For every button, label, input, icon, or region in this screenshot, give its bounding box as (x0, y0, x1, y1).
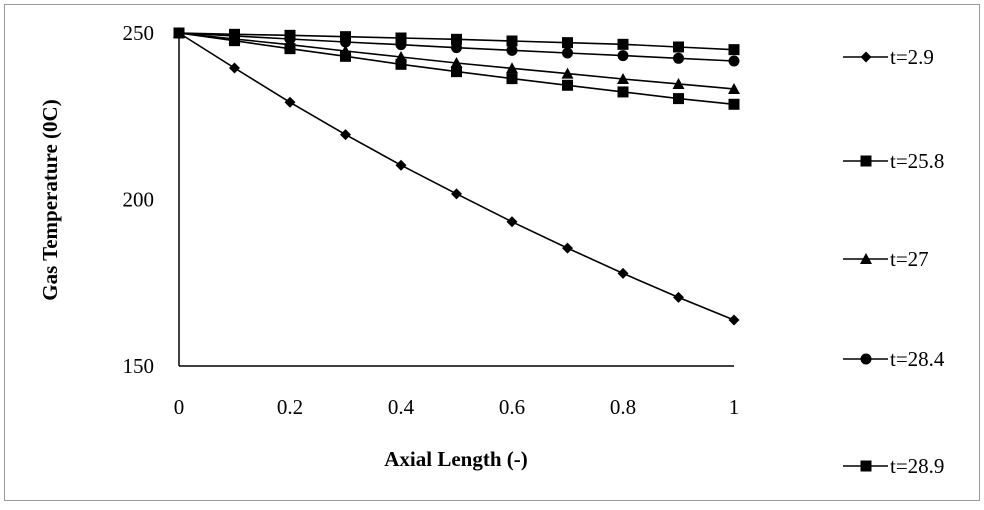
legend-label: t=2.9 (890, 45, 934, 69)
data-point (562, 37, 573, 49)
data-point (395, 50, 407, 62)
data-point (562, 47, 573, 59)
legend: t=2.9 t=25.8 t=27 t=28.4 t=28.9 (843, 45, 945, 478)
data-point (340, 129, 351, 141)
legend-item: t=27 (843, 247, 929, 271)
series-5 (173, 27, 740, 56)
data-point (395, 32, 407, 44)
x-tick-label: 0.4 (388, 395, 415, 419)
series-2 (173, 27, 740, 110)
data-point (617, 50, 629, 62)
y-tick-label: 250 (123, 21, 155, 45)
data-point (728, 314, 740, 326)
legend-item: t=28.9 (843, 454, 944, 478)
data-point (506, 216, 518, 228)
data-point (506, 35, 518, 47)
legend-marker (860, 51, 872, 63)
legend-marker (860, 253, 872, 264)
data-point (562, 242, 573, 254)
data-point (506, 73, 518, 85)
data-point (673, 52, 684, 64)
data-point (451, 188, 462, 200)
axes (178, 33, 734, 367)
y-tick-label: 150 (123, 354, 155, 378)
data-point (561, 67, 574, 79)
data-point (340, 31, 351, 43)
y-axis-title: Gas Temperature (0C) (38, 99, 62, 300)
series (173, 27, 740, 326)
data-point (395, 58, 407, 70)
data-point (672, 77, 685, 89)
data-point (340, 50, 351, 62)
data-point (728, 82, 740, 94)
data-point (673, 41, 684, 53)
data-point (284, 29, 296, 41)
data-point (451, 42, 462, 54)
data-point (673, 291, 684, 303)
legend-label: t=27 (890, 247, 929, 271)
legend-label: t=28.9 (890, 454, 944, 478)
data-point (229, 28, 240, 40)
legend-item: t=28.4 (843, 347, 945, 371)
x-tick-label: 0.6 (499, 395, 525, 419)
data-point (451, 66, 462, 78)
data-point (451, 33, 462, 45)
legend-marker (860, 155, 872, 167)
x-axis-title: Axial Length (-) (384, 447, 528, 471)
data-point (229, 62, 240, 74)
x-tick-label: 0 (174, 395, 185, 419)
data-point (617, 72, 629, 84)
data-point (728, 98, 740, 110)
data-point (339, 44, 352, 56)
legend-item: t=25.8 (843, 149, 944, 173)
legend-marker (860, 353, 872, 365)
legend-item: t=2.9 (843, 45, 934, 69)
data-point (617, 86, 629, 98)
data-point (617, 267, 629, 279)
x-tick-label: 0.8 (610, 395, 636, 419)
tick-labels: 0 0.2 0.4 0.6 0.8 1 150 200 250 (123, 21, 740, 419)
data-point (562, 79, 573, 91)
x-tick-label: 1 (729, 395, 740, 419)
data-point (284, 96, 296, 108)
legend-marker (860, 460, 872, 472)
data-point (450, 56, 463, 68)
x-tick-label: 0.2 (277, 395, 303, 419)
data-point (728, 44, 740, 56)
data-point (395, 159, 407, 171)
data-point (673, 93, 684, 105)
legend-label: t=28.4 (890, 347, 945, 371)
data-point (506, 62, 518, 74)
data-point (617, 38, 629, 50)
series-1 (173, 27, 740, 326)
chart-frame (4, 4, 980, 501)
y-tick-label: 200 (123, 188, 155, 212)
legend-label: t=25.8 (890, 149, 944, 173)
data-point (173, 27, 185, 39)
data-point (506, 44, 518, 56)
series-3 (173, 27, 740, 94)
data-point (728, 55, 740, 67)
